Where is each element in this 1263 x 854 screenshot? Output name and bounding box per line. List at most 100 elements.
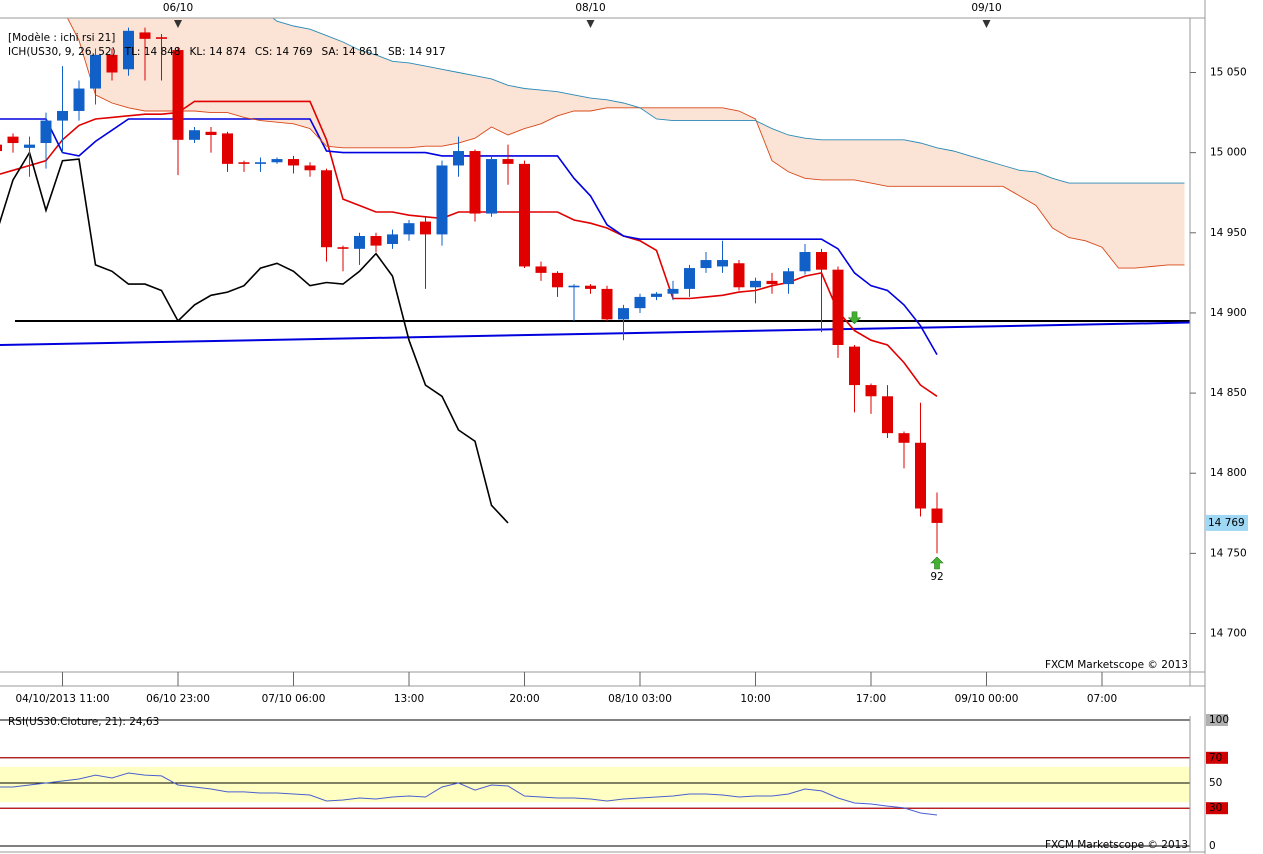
legend-entry: CS: 14 769	[255, 46, 313, 58]
y-tick-label: 50	[1209, 777, 1222, 789]
candle-body	[288, 159, 299, 166]
y-tick-box	[1206, 751, 1228, 764]
candle-body	[733, 263, 745, 288]
candle-body	[420, 221, 431, 235]
cloud	[67, 18, 1185, 269]
legend-entry: SB: 14 917	[388, 46, 445, 58]
signal-arrow	[847, 311, 862, 325]
indicator-line	[272, 18, 1185, 184]
candle-body	[931, 508, 943, 523]
candle-body	[403, 223, 415, 235]
x-tick-label: 13:00	[394, 693, 424, 705]
day-label: 09/10	[971, 2, 1001, 14]
candle-body	[585, 285, 596, 289]
y-tick-label: 14 850	[1210, 387, 1247, 399]
candle-body	[618, 308, 629, 320]
y-tick-label: 14 700	[1210, 628, 1247, 640]
candle-body	[0, 144, 2, 152]
template-label: [Modèle : ichi rsi 21]	[8, 32, 115, 44]
candle-body	[139, 32, 151, 39]
y-tick-box	[1206, 802, 1228, 815]
candle-body	[667, 288, 679, 294]
candle-body	[783, 271, 794, 285]
x-tick-label: 07:00	[1087, 693, 1117, 705]
last-price-box	[1206, 514, 1248, 531]
candle-body	[387, 234, 398, 245]
y-tick-label: 14 750	[1210, 547, 1247, 559]
candle-body	[57, 110, 68, 121]
candle-body	[354, 236, 365, 249]
y-tick-label: 14 950	[1210, 227, 1247, 239]
trend-line	[0, 321, 1190, 346]
watermark: FXCM Marketscope © 2013	[1045, 839, 1188, 851]
x-tick-label: 06/10 23:00	[146, 693, 210, 705]
day-label: 08/10	[575, 2, 605, 14]
y-tick-label: 14 800	[1210, 467, 1247, 479]
candle-body	[24, 144, 35, 148]
candle-body	[73, 88, 85, 111]
x-tick-label: 10:00	[740, 693, 770, 705]
legend-entry: SA: 14 861	[322, 46, 379, 58]
candle-body	[238, 162, 250, 164]
candle-body	[816, 252, 827, 270]
day-marker	[174, 20, 182, 28]
candle-body	[915, 442, 926, 509]
labels: [Modèle : ichi rsi 21] RSI(US30.Cloture,…	[8, 2, 1247, 852]
y-tick-label: 30	[1209, 802, 1222, 814]
candle-body	[849, 346, 860, 386]
indicator-line	[66, 18, 1185, 269]
candle-body	[552, 272, 563, 288]
rsi-line	[0, 772, 938, 816]
candle-body	[766, 280, 778, 285]
candle-body	[189, 130, 200, 140]
candle-body	[123, 30, 134, 70]
legend-entry: KL: 14 874	[190, 46, 247, 58]
x-tick-label: 17:00	[856, 693, 886, 705]
candle-body	[535, 266, 547, 273]
candle-body	[898, 433, 910, 443]
indicator-line	[0, 100, 938, 397]
day-marker	[586, 20, 595, 28]
candle-body	[172, 50, 184, 140]
rsi-band	[0, 766, 1190, 803]
candle-body	[7, 136, 19, 144]
candle-body	[255, 162, 266, 164]
candle-body	[370, 236, 382, 246]
candle-body	[205, 131, 217, 136]
indicator-line	[0, 118, 938, 355]
candle-body	[486, 159, 497, 214]
x-tick-label: 07/10 06:00	[262, 693, 326, 705]
candle-body	[469, 151, 481, 214]
candle-body	[717, 260, 728, 267]
candle-body	[799, 252, 811, 272]
day-marker	[982, 20, 991, 28]
candle-body	[601, 288, 613, 320]
signal-arrow	[930, 556, 944, 570]
legend-entry: ICH(US30, 9, 26, 52)	[8, 46, 116, 58]
candle-body	[519, 163, 530, 267]
signal-label: 92	[930, 571, 943, 583]
candle-body	[700, 260, 712, 269]
price-plot	[0, 18, 1190, 570]
candle-body	[684, 268, 695, 289]
legend-entry: TL: 14 848	[124, 46, 181, 58]
candle-body	[634, 296, 646, 309]
rsi-plot	[0, 719, 1190, 847]
day-label: 06/10	[163, 2, 193, 14]
candle-body	[271, 159, 283, 163]
y-tick-label: 0	[1209, 840, 1216, 852]
y-tick-label: 70	[1209, 752, 1222, 764]
candle-body	[337, 247, 349, 249]
x-tick-label: 09/10 00:00	[955, 693, 1019, 705]
candle-body	[436, 165, 448, 235]
candle-body	[882, 396, 893, 434]
x-tick-label: 04/10/2013 11:00	[15, 693, 109, 705]
candle-body	[568, 285, 580, 288]
candle-body	[865, 385, 877, 397]
candle-body	[222, 133, 233, 164]
candle-body	[651, 293, 662, 297]
rsi-title: RSI(US30.Cloture, 21): 24,63	[8, 716, 159, 728]
candle-body	[304, 165, 316, 171]
